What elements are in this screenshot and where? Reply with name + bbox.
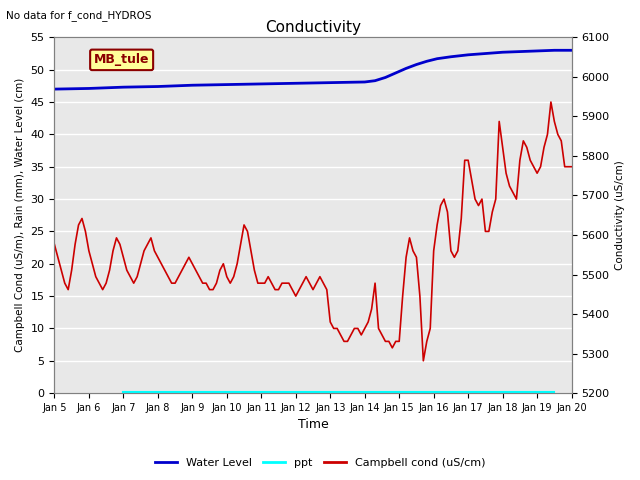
- Text: No data for f_cond_HYDROS: No data for f_cond_HYDROS: [6, 10, 152, 21]
- Title: Conductivity: Conductivity: [265, 20, 361, 35]
- Y-axis label: Campbell Cond (uS/m), Rain (mm), Water Level (cm): Campbell Cond (uS/m), Rain (mm), Water L…: [15, 78, 25, 352]
- X-axis label: Time: Time: [298, 419, 328, 432]
- Y-axis label: Conductivity (uS/cm): Conductivity (uS/cm): [615, 160, 625, 270]
- Text: MB_tule: MB_tule: [94, 53, 149, 66]
- Legend: Water Level, ppt, Campbell cond (uS/cm): Water Level, ppt, Campbell cond (uS/cm): [150, 453, 490, 472]
